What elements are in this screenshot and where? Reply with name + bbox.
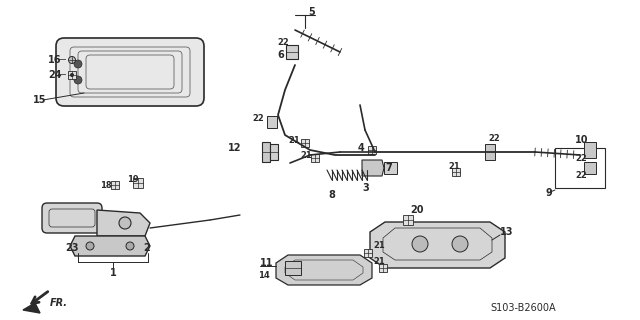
Circle shape <box>412 236 428 252</box>
Text: 19: 19 <box>127 174 139 183</box>
Text: 16: 16 <box>48 55 61 65</box>
Text: 14: 14 <box>258 271 269 281</box>
Text: FR.: FR. <box>50 298 68 308</box>
Text: 1: 1 <box>110 268 116 278</box>
Bar <box>364 249 372 257</box>
Polygon shape <box>23 303 40 313</box>
Text: 10: 10 <box>575 135 589 145</box>
FancyBboxPatch shape <box>56 38 204 106</box>
Text: 18: 18 <box>100 180 111 189</box>
Text: 7: 7 <box>385 163 392 173</box>
Bar <box>555 148 605 188</box>
Circle shape <box>126 242 134 250</box>
Circle shape <box>119 217 131 229</box>
Text: 6: 6 <box>277 50 284 60</box>
Bar <box>403 215 413 225</box>
Polygon shape <box>362 160 384 176</box>
Polygon shape <box>485 144 495 160</box>
Circle shape <box>70 73 74 77</box>
Text: 23: 23 <box>65 243 79 253</box>
Polygon shape <box>97 210 150 236</box>
Polygon shape <box>267 116 277 128</box>
Text: 22: 22 <box>488 133 500 142</box>
Polygon shape <box>286 45 298 59</box>
Polygon shape <box>384 162 397 174</box>
Polygon shape <box>262 142 270 162</box>
Text: 21: 21 <box>448 162 460 171</box>
Polygon shape <box>70 236 150 256</box>
Text: —: — <box>58 70 67 79</box>
Text: 21: 21 <box>373 241 385 250</box>
Text: 5: 5 <box>308 7 315 17</box>
Circle shape <box>74 60 82 68</box>
Polygon shape <box>584 142 596 158</box>
Text: 22: 22 <box>575 171 587 180</box>
Polygon shape <box>270 144 278 160</box>
Text: 9: 9 <box>545 188 552 198</box>
Text: 8: 8 <box>328 190 335 200</box>
Circle shape <box>74 76 82 84</box>
Bar <box>68 71 76 79</box>
Bar <box>368 146 376 154</box>
Text: 15: 15 <box>33 95 47 105</box>
Text: 3: 3 <box>362 183 369 193</box>
Text: 22: 22 <box>575 154 587 163</box>
Text: 22: 22 <box>277 37 289 46</box>
Text: 11: 11 <box>260 258 273 268</box>
FancyBboxPatch shape <box>42 203 102 233</box>
Polygon shape <box>276 255 372 285</box>
Ellipse shape <box>68 57 76 63</box>
Polygon shape <box>370 222 505 268</box>
Bar <box>379 264 387 272</box>
Text: S103-B2600A: S103-B2600A <box>490 303 556 313</box>
Text: 21: 21 <box>288 135 300 145</box>
Text: 4: 4 <box>358 143 365 153</box>
Circle shape <box>452 236 468 252</box>
Text: 20: 20 <box>410 205 424 215</box>
Text: 24: 24 <box>48 70 61 80</box>
Bar <box>311 154 319 162</box>
Text: 22: 22 <box>252 114 264 123</box>
Text: 12: 12 <box>228 143 241 153</box>
Text: 13: 13 <box>500 227 513 237</box>
Bar <box>111 181 119 189</box>
Text: 21: 21 <box>373 258 385 267</box>
Bar <box>133 178 143 188</box>
Polygon shape <box>285 261 301 275</box>
Polygon shape <box>584 162 596 174</box>
Bar <box>452 168 460 176</box>
Text: —: — <box>58 55 67 65</box>
Circle shape <box>86 242 94 250</box>
Text: 2: 2 <box>143 243 150 253</box>
Text: 21: 21 <box>300 150 312 159</box>
Bar <box>301 139 309 147</box>
